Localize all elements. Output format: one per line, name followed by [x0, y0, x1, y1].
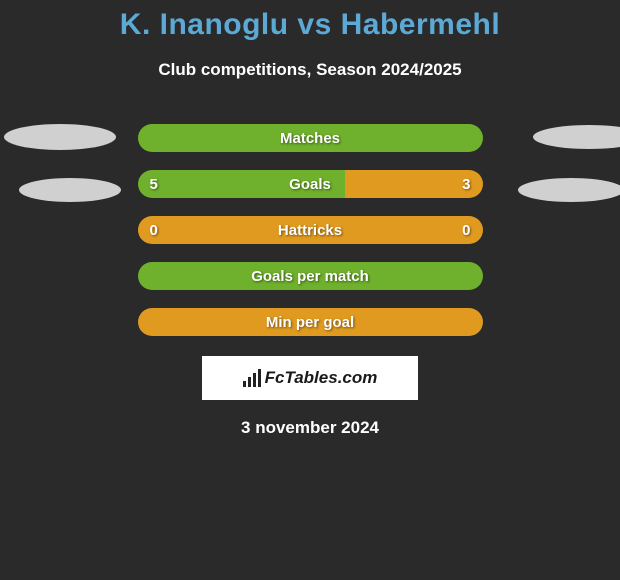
branding-badge: FcTables.com — [202, 356, 418, 400]
player-left-avatar-placeholder-1 — [4, 124, 116, 150]
stat-row: 5 Goals 3 — [138, 170, 483, 198]
stat-label: Matches — [280, 130, 340, 147]
stat-value-left: 5 — [150, 176, 158, 193]
stat-row: Matches — [138, 124, 483, 152]
stat-row: Min per goal — [138, 308, 483, 336]
stats-container: Matches 5 Goals 3 0 Hattricks 0 Goals per match… — [138, 124, 483, 336]
stat-row: Goals per match — [138, 262, 483, 290]
subtitle: Club competitions, Season 2024/2025 — [0, 60, 620, 80]
stat-label: Goals per match — [251, 268, 369, 285]
chart-icon — [243, 369, 261, 387]
branding-text: FcTables.com — [265, 368, 378, 388]
player-right-avatar-placeholder-2 — [518, 178, 620, 202]
stat-value-right: 3 — [462, 176, 470, 193]
player-left-avatar-placeholder-2 — [19, 178, 121, 202]
stat-label: Min per goal — [266, 314, 354, 331]
stat-value-left: 0 — [150, 222, 158, 239]
stat-label: Hattricks — [278, 222, 342, 239]
stat-label: Goals — [289, 176, 331, 193]
stat-row: 0 Hattricks 0 — [138, 216, 483, 244]
page-title: K. Inanoglu vs Habermehl — [0, 0, 620, 42]
date-text: 3 november 2024 — [0, 418, 620, 438]
stat-value-right: 0 — [462, 222, 470, 239]
player-right-avatar-placeholder-1 — [533, 125, 620, 149]
